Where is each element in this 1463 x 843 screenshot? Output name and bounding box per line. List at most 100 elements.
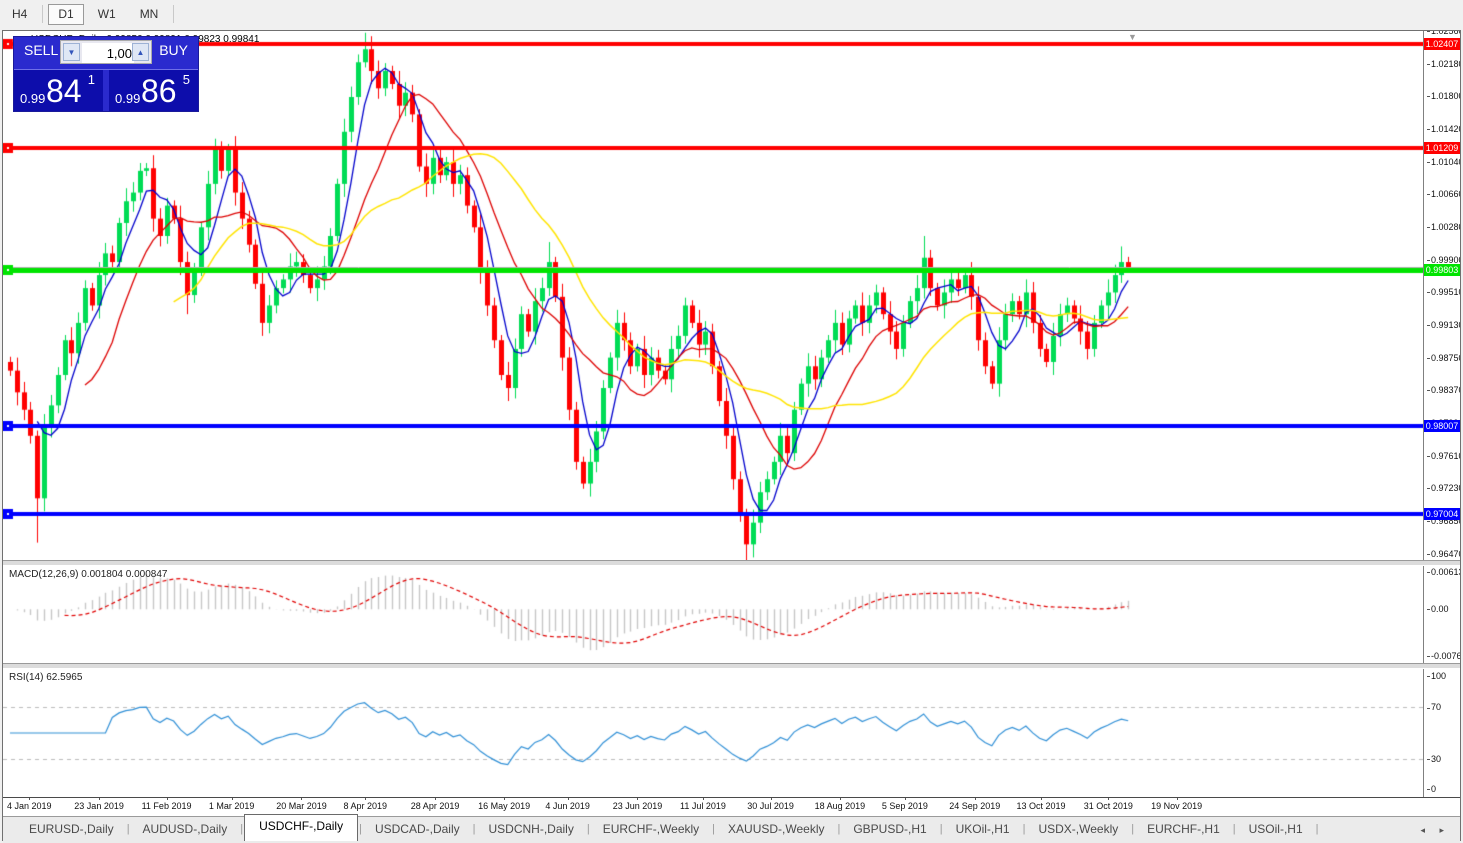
price-panel: ▲USDCHF-,Daily 0.99850 0.99891 0.99823 0… xyxy=(3,31,1460,560)
macd-canvas[interactable] xyxy=(3,566,1425,663)
date-axis-label: 18 Aug 2019 xyxy=(814,798,866,811)
chart-tab-gbpusd[interactable]: GBPUSD-,H1 xyxy=(853,822,927,836)
price-axis-label: 1.00660 xyxy=(1427,189,1460,199)
tab-separator: | xyxy=(586,823,590,835)
date-axis-label: 28 Apr 2019 xyxy=(410,798,460,811)
price-axis-label: 1.02560 xyxy=(1427,31,1460,36)
chart-tab-bar: EURUSD-,Daily | AUDUSD-,Daily | USDCHF-,Dail… xyxy=(3,814,1460,843)
timeframe-button-h4[interactable]: H4 xyxy=(12,7,28,21)
date-axis-label: 19 Nov 2019 xyxy=(1151,798,1203,811)
macd-axis-label: -0.00761 xyxy=(1427,651,1460,661)
date-axis-label: 11 Feb 2019 xyxy=(141,798,192,811)
tab-separator: | xyxy=(472,823,476,835)
rsi-label: RSI(14) 62.5965 xyxy=(9,672,83,683)
toolbar-separator xyxy=(42,4,44,23)
date-axis-label: 30 Jul 2019 xyxy=(747,798,794,811)
buy-button[interactable]: BUY xyxy=(159,42,188,58)
macd-panel: MACD(12,26,9) 0.001804 0.000847 0.006130… xyxy=(3,566,1460,663)
timeframe-button-mn[interactable]: MN xyxy=(139,7,159,21)
tab-scroll-arrows[interactable]: ◂ ▸ xyxy=(1420,825,1450,835)
sell-button[interactable]: SELL xyxy=(24,42,59,58)
volume-input[interactable] xyxy=(82,43,134,63)
volume-increment-icon[interactable]: ▲ xyxy=(132,43,149,61)
tab-separator: | xyxy=(1315,823,1319,835)
tab-separator: | xyxy=(1232,823,1236,835)
chart-tab-xauusd[interactable]: XAUUSD-,Weekly xyxy=(728,822,825,836)
chart-tab-audusd[interactable]: AUDUSD-,Daily xyxy=(142,822,228,836)
tab-separator: | xyxy=(126,823,130,835)
date-axis-label: 31 Oct 2019 xyxy=(1083,798,1133,811)
tab-separator: | xyxy=(837,823,841,835)
price-axis-label: 1.01040 xyxy=(1427,157,1460,167)
volume-decrement-icon[interactable]: ▼ xyxy=(63,43,80,61)
buy-price-main: 86 xyxy=(141,73,177,109)
volume-spinner: ▼ ▲ xyxy=(60,40,152,64)
timeframe-button-w1[interactable]: W1 xyxy=(97,7,116,21)
date-axis-label: 8 Apr 2019 xyxy=(343,798,388,811)
date-axis[interactable]: 4 Jan 2019 23 Jan 2019 11 Feb 2019 1 Mar 20… xyxy=(3,797,1460,816)
hline-price-badge: 1.02407 xyxy=(1424,38,1460,50)
rsi-axis-label: 100 xyxy=(1427,671,1446,681)
chart-tab-ukoil[interactable]: UKOil-,H1 xyxy=(955,822,1010,836)
date-axis-label: 4 Jan 2019 xyxy=(7,798,52,811)
rsi-axis-label: 70 xyxy=(1427,702,1441,712)
price-chart-canvas[interactable] xyxy=(3,31,1425,560)
rsi-axis[interactable]: 100 70 30 0 xyxy=(1423,669,1460,797)
sell-price-display[interactable]: 0.99 84 1 xyxy=(14,70,103,111)
tab-separator: | xyxy=(1022,823,1026,835)
date-axis-label: 5 Sep 2019 xyxy=(881,798,928,811)
rsi-axis-label: 0 xyxy=(1427,784,1436,794)
chart-tab-eurchf[interactable]: EURCHF-,H1 xyxy=(1147,822,1220,836)
chart-tab-eurchf[interactable]: EURCHF-,Weekly xyxy=(602,822,700,836)
hline-price-badge: 0.97004 xyxy=(1424,508,1460,520)
tab-separator: | xyxy=(359,823,362,835)
panel-divider[interactable] xyxy=(3,663,1460,669)
rsi-panel: RSI(14) 62.5965 100 70 30 0 xyxy=(3,669,1460,797)
timeframe-toolbar: H4 D1 W1 MN xyxy=(0,0,1463,29)
chart-tab-usdcad[interactable]: USDCAD-,Daily xyxy=(374,822,460,836)
chart-tab-eurusd[interactable]: EURUSD-,Daily xyxy=(29,822,114,836)
sell-price-prefix: 0.99 xyxy=(20,91,46,106)
tab-separator: | xyxy=(1131,823,1135,835)
date-axis-label: 23 Jun 2019 xyxy=(612,798,663,811)
timeframe-button-d1[interactable]: D1 xyxy=(48,4,84,25)
toolbar-separator xyxy=(173,4,175,23)
buy-price-prefix: 0.99 xyxy=(115,91,141,106)
buy-price-pip: 5 xyxy=(182,72,190,87)
trade-widget-toprow: SELL ▼ ▲ BUY xyxy=(14,37,198,70)
chart-tab-usoil[interactable]: USOil-,H1 xyxy=(1248,822,1303,836)
macd-label: MACD(12,26,9) 0.001804 0.000847 xyxy=(9,569,168,580)
rsi-axis-label: 30 xyxy=(1427,754,1441,764)
date-axis-label: 16 May 2019 xyxy=(478,798,531,811)
price-axis-label: 0.96470 xyxy=(1427,549,1460,559)
chart-shift-icon[interactable]: ▼ xyxy=(1128,32,1137,42)
chart-tab-usdchf[interactable]: USDCHF-,Daily xyxy=(244,814,359,841)
macd-axis-label: 0.00613 xyxy=(1427,567,1460,577)
date-axis-label: 24 Sep 2019 xyxy=(949,798,1001,811)
sell-price-pip: 1 xyxy=(87,72,95,87)
macd-axis[interactable]: 0.00613 0.00 -0.00761 xyxy=(1423,566,1460,663)
panel-divider[interactable] xyxy=(3,560,1460,566)
sell-price-main: 84 xyxy=(46,73,82,109)
chart-tab-usdx[interactable]: USDX-,Weekly xyxy=(1038,822,1119,836)
price-axis-label: 1.02180 xyxy=(1427,59,1460,69)
chart-window: ▲USDCHF-,Daily 0.99850 0.99891 0.99823 0… xyxy=(2,30,1461,843)
date-axis-label: 23 Jan 2019 xyxy=(74,798,124,811)
hline-price-badge: 0.98007 xyxy=(1424,420,1460,432)
one-click-trading-widget: SELL ▼ ▲ BUY 0.99 84 1 0.99 86 5 xyxy=(13,36,199,112)
buy-price-display[interactable]: 0.99 86 5 xyxy=(109,70,198,111)
price-axis[interactable]: 1.02560 1.02180 1.01800 1.01420 1.01040 1.006… xyxy=(1423,31,1460,560)
tab-separator: | xyxy=(712,823,716,835)
rsi-canvas[interactable] xyxy=(3,669,1425,797)
chart-tab-usdcnh[interactable]: USDCNH-,Daily xyxy=(488,822,574,836)
